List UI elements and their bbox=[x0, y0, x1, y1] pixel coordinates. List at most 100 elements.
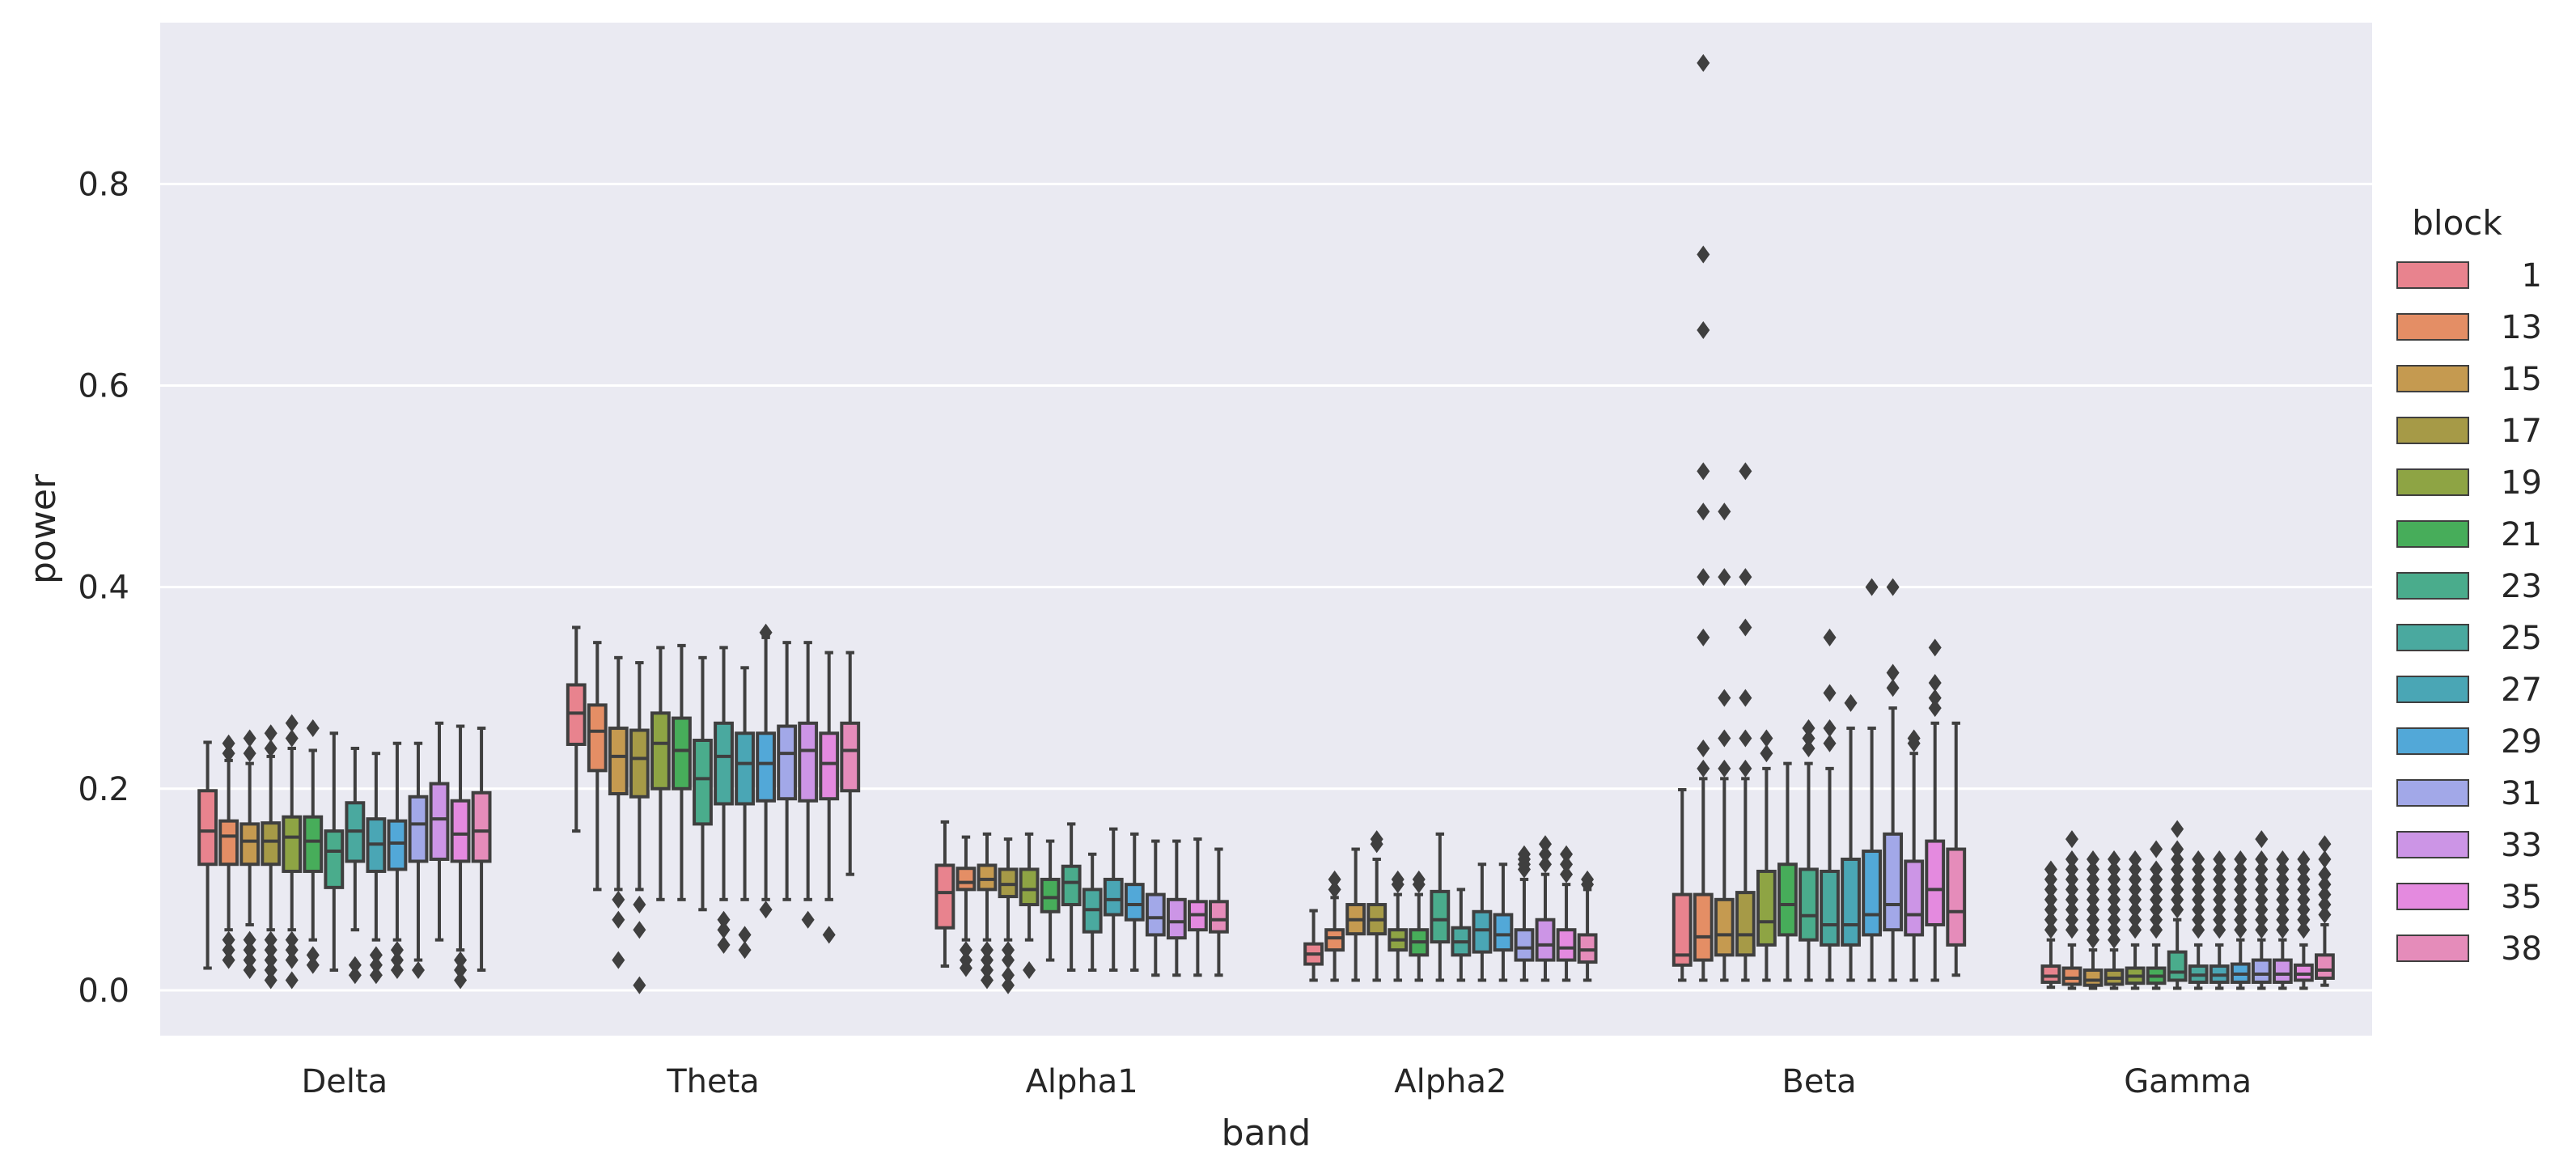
outlier-point bbox=[2192, 860, 2205, 879]
outlier-point bbox=[2297, 910, 2311, 929]
outlier-point bbox=[612, 910, 625, 929]
outlier-point bbox=[1391, 870, 1405, 888]
outlier-point bbox=[1886, 663, 1900, 682]
y-tick-label: 0.4 bbox=[78, 570, 129, 607]
outlier-point bbox=[2192, 880, 2205, 899]
x-tick-labels: Delta Theta Alpha1 Alpha2 Beta Gamma bbox=[301, 1063, 2252, 1100]
outlier-point bbox=[2108, 850, 2121, 868]
legend-swatch bbox=[2396, 935, 2469, 962]
outlier-point bbox=[2318, 885, 2332, 904]
y-axis-label: power bbox=[23, 473, 64, 584]
legend-swatch bbox=[2396, 831, 2469, 858]
outlier-point bbox=[1517, 845, 1531, 863]
x-tick-label: Delta bbox=[301, 1063, 388, 1100]
outlier-point bbox=[2213, 921, 2226, 939]
outlier-point bbox=[2086, 860, 2099, 879]
outlier-point bbox=[2171, 901, 2184, 919]
outlier-point bbox=[633, 896, 646, 914]
outlier-point bbox=[2065, 850, 2078, 868]
legend-swatch bbox=[2396, 883, 2469, 910]
outlier-point bbox=[2086, 850, 2099, 868]
outlier-point bbox=[2192, 910, 2205, 929]
outlier-point bbox=[1697, 502, 1710, 521]
outlier-point bbox=[717, 935, 731, 954]
outlier-point bbox=[1328, 870, 1341, 888]
outlier-point bbox=[2192, 921, 2205, 939]
outlier-point bbox=[1823, 684, 1837, 702]
outlier-point bbox=[2276, 860, 2290, 879]
outlier-point bbox=[980, 961, 994, 980]
outlier-point bbox=[2044, 870, 2057, 888]
box bbox=[587, 703, 608, 773]
x-tick-label: Gamma bbox=[2124, 1063, 2252, 1100]
legend-swatch bbox=[2396, 313, 2469, 341]
outlier-point bbox=[2276, 880, 2290, 899]
box bbox=[672, 716, 692, 790]
outlier-point bbox=[2108, 870, 2121, 888]
outlier-point bbox=[2213, 850, 2226, 868]
legend-items: 1 13 15 17 19 21 23 25 27 29 31 33 35 38 bbox=[2396, 257, 2542, 968]
legend-swatch bbox=[2396, 417, 2469, 444]
outlier-point bbox=[454, 971, 468, 990]
legend-swatch bbox=[2396, 468, 2469, 496]
outlier-point bbox=[2171, 860, 2184, 879]
outlier-point bbox=[285, 714, 299, 732]
outlier-point bbox=[2255, 830, 2269, 849]
outlier-point bbox=[1802, 729, 1815, 748]
outlier-point bbox=[1718, 502, 1731, 521]
outlier-point bbox=[222, 744, 235, 763]
outlier-point bbox=[2171, 870, 2184, 888]
outlier-point bbox=[243, 941, 256, 960]
legend-swatch bbox=[2396, 624, 2469, 651]
outlier-point bbox=[1412, 870, 1426, 888]
outlier-point bbox=[1844, 693, 1858, 712]
outlier-point bbox=[2255, 921, 2269, 939]
outlier-point bbox=[1928, 689, 1942, 707]
legend-label: 29 bbox=[2501, 723, 2542, 761]
outlier-point bbox=[2108, 910, 2121, 929]
box bbox=[471, 790, 492, 863]
outlier-point bbox=[2276, 910, 2290, 929]
outlier-point bbox=[738, 941, 752, 960]
box bbox=[239, 822, 261, 867]
box bbox=[819, 731, 840, 801]
outlier-point bbox=[2065, 921, 2078, 939]
outlier-point bbox=[2044, 890, 2057, 909]
outlier-point bbox=[2171, 880, 2184, 899]
y-tick-label: 0.6 bbox=[78, 367, 129, 405]
outlier-point bbox=[1739, 568, 1752, 587]
legend-swatch bbox=[2396, 261, 2469, 289]
outlier-point bbox=[1739, 462, 1752, 481]
outlier-point bbox=[222, 941, 235, 960]
outlier-point bbox=[2150, 860, 2163, 879]
outlier-point bbox=[2297, 921, 2311, 939]
outlier-point bbox=[2086, 921, 2099, 939]
outlier-point bbox=[2276, 901, 2290, 919]
outlier-point bbox=[717, 910, 731, 929]
box bbox=[2251, 958, 2272, 984]
outlier-point bbox=[2276, 870, 2290, 888]
outlier-point bbox=[2297, 850, 2311, 868]
legend-swatch bbox=[2396, 365, 2469, 392]
outlier-point bbox=[1002, 966, 1015, 985]
outlier-point bbox=[1002, 941, 1015, 960]
outlier-point bbox=[454, 951, 468, 969]
outlier-point bbox=[2297, 890, 2311, 909]
outlier-point bbox=[2150, 901, 2163, 919]
outlier-point bbox=[411, 961, 425, 980]
box bbox=[2082, 968, 2104, 987]
legend-label: 31 bbox=[2501, 775, 2542, 812]
outlier-point bbox=[2318, 850, 2332, 868]
box bbox=[1103, 877, 1124, 917]
legend-swatch bbox=[2396, 520, 2469, 548]
outlier-point bbox=[1370, 830, 1383, 849]
outlier-point bbox=[759, 901, 773, 919]
outlier-point bbox=[1760, 729, 1773, 748]
box bbox=[1145, 892, 1166, 937]
box bbox=[756, 731, 777, 803]
outlier-point bbox=[2234, 901, 2248, 919]
y-tick-label: 0.8 bbox=[78, 166, 129, 203]
outlier-point bbox=[1697, 53, 1710, 72]
outlier-point bbox=[1823, 734, 1837, 752]
box bbox=[1472, 909, 1493, 954]
